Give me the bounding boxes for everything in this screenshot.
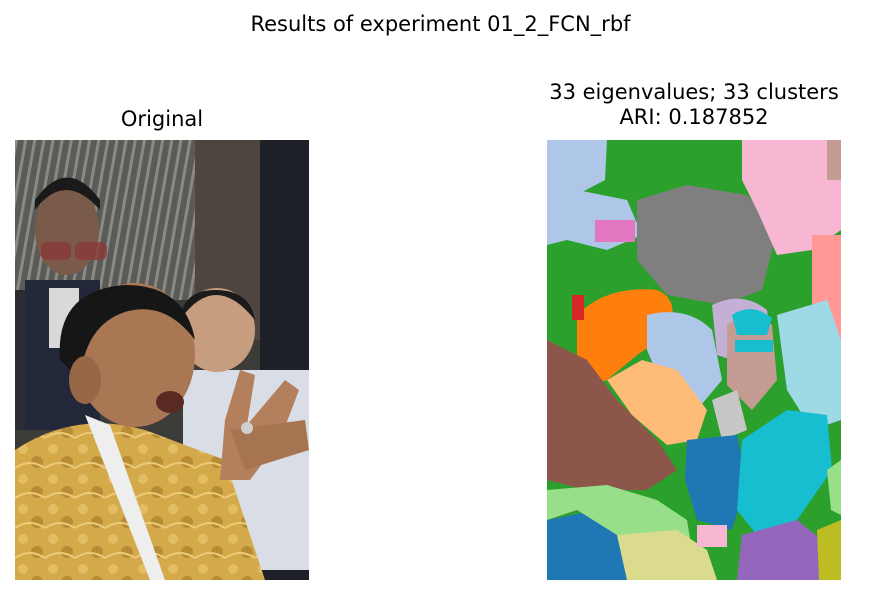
segmentation-image <box>547 140 841 580</box>
segmentation-title-line1: 33 eigenvalues; 33 clusters <box>549 80 839 104</box>
original-photo <box>15 140 309 580</box>
segmentation-map <box>547 140 841 580</box>
original-image <box>15 140 309 580</box>
figure-suptitle: Results of experiment 01_2_FCN_rbf <box>250 12 631 36</box>
segmentation-panel-title: 33 eigenvalues; 33 clusters ARI: 0.18785… <box>500 80 881 130</box>
segmentation-title-line2: ARI: 0.187852 <box>619 105 769 129</box>
original-panel-title: Original <box>120 107 204 131</box>
